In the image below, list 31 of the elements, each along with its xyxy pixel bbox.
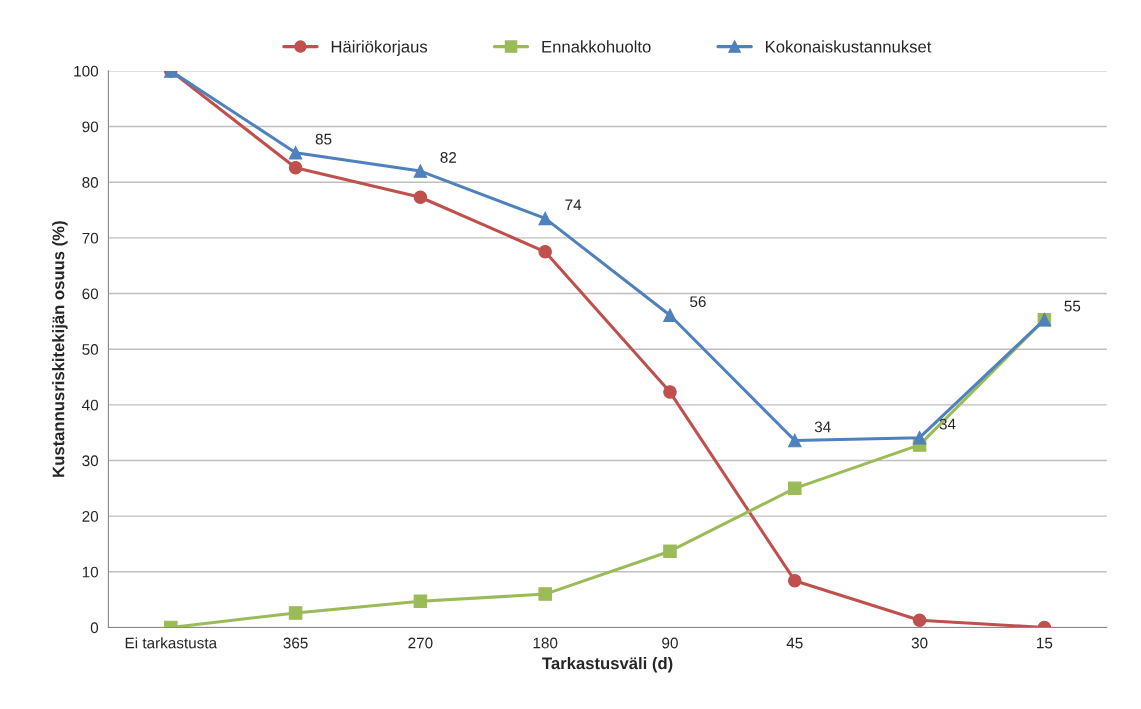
data-label: 55	[1064, 300, 1081, 312]
y-tick-label: 20	[82, 511, 99, 522]
data-label: 85	[315, 133, 332, 145]
legend-label: Ennakkohuolto	[542, 40, 651, 53]
x-tick-label: 45	[786, 637, 803, 649]
y-axis-title: Kustannusriskitekijän osuus (%)	[52, 221, 68, 477]
y-tick-label: 50	[82, 344, 99, 355]
x-tick-label: 365	[283, 637, 308, 649]
legend-label: Kokonaiskustannukset	[765, 40, 932, 53]
data-label: 56	[690, 296, 706, 308]
legend-label: Häiriökorjaus	[331, 40, 428, 56]
y-tick-label: 0	[90, 622, 99, 634]
data-label: 34	[939, 418, 956, 430]
x-axis-title: Tarkastusväli (d)	[542, 656, 673, 673]
x-tick-label: 180	[533, 637, 558, 649]
x-tick-label: 90	[662, 637, 678, 649]
y-tick-label: 10	[82, 566, 99, 578]
x-tick-label: 270	[408, 637, 433, 649]
y-tick-label: 30	[82, 455, 99, 467]
data-label: 34	[814, 421, 831, 433]
y-tick-label: 80	[82, 177, 99, 188]
data-label: 74	[565, 199, 582, 211]
y-tick-label: 60	[82, 288, 99, 300]
data-label: 82	[440, 152, 457, 163]
x-tick-label: 30	[911, 637, 928, 649]
y-tick-label: 40	[82, 399, 99, 411]
x-tick-label: Ei tarkastusta	[125, 637, 218, 649]
y-tick-label: 90	[82, 121, 99, 133]
y-tick-label: 70	[82, 232, 99, 244]
y-tick-label: 100	[74, 65, 99, 77]
x-tick-label: 15	[1037, 637, 1053, 649]
